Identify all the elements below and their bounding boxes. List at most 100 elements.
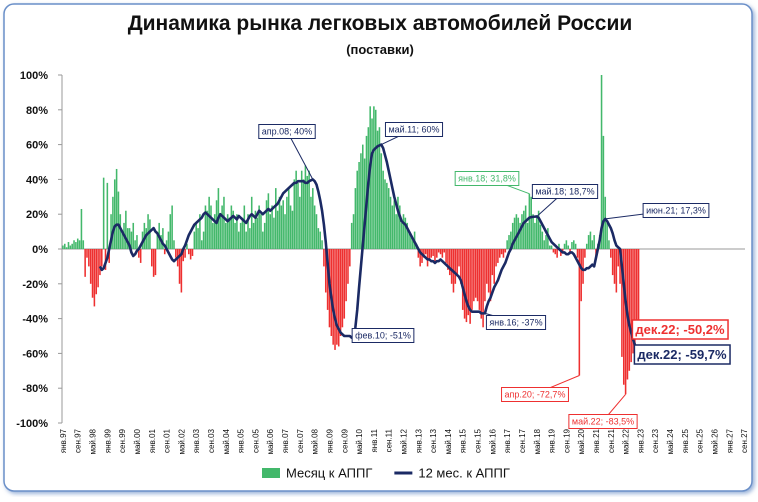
bar [125, 210, 127, 249]
bar [391, 205, 394, 249]
bar [208, 196, 210, 249]
bar [417, 249, 420, 258]
bar [78, 240, 81, 249]
bar [454, 249, 457, 284]
bar [178, 249, 181, 284]
bar [345, 249, 347, 302]
annotation: май.22; -83,5% [568, 414, 638, 429]
annotation-text: дек.22; -50,2% [635, 322, 725, 337]
bar [532, 214, 534, 249]
bar [521, 214, 523, 249]
bar [387, 188, 390, 249]
annotation-text: фев.10; -51% [355, 331, 411, 341]
bar [156, 231, 159, 249]
bar [558, 243, 560, 249]
bar [63, 243, 66, 249]
bar [300, 170, 303, 249]
bar [400, 222, 403, 249]
x-tick-label: май.98 [89, 428, 98, 454]
bar [312, 188, 314, 249]
bar [495, 249, 497, 267]
x-tick-label: май.04 [222, 428, 231, 454]
bar [86, 249, 88, 258]
bar [469, 249, 471, 324]
annotation: апр.20; -72,7% [501, 387, 569, 402]
bar [291, 210, 294, 249]
bar [321, 240, 323, 249]
x-tick-label: май.06 [266, 428, 275, 454]
bar [332, 249, 334, 345]
bar [582, 249, 584, 284]
bar [243, 205, 246, 249]
bar [563, 243, 566, 249]
bar [106, 182, 109, 249]
bar [600, 75, 603, 249]
annotation-text: янв.18; 31,8% [458, 174, 516, 184]
bar [615, 249, 618, 293]
bar [263, 222, 266, 249]
bar [278, 196, 281, 249]
bar [341, 249, 344, 328]
bar [347, 249, 349, 284]
bar [91, 249, 94, 298]
annotation-box [258, 124, 316, 139]
bar [145, 228, 147, 249]
bar [88, 249, 90, 267]
annotation: май.18; 18,7% [531, 184, 599, 199]
bar [484, 249, 486, 302]
bar [358, 162, 360, 249]
x-tick-label: май.08 [311, 428, 320, 454]
bar [371, 118, 373, 249]
x-tick-label: май.12 [400, 428, 409, 454]
bar [511, 222, 514, 249]
bar [384, 179, 386, 249]
bar [362, 144, 364, 249]
bar [249, 228, 251, 249]
bar [154, 249, 157, 276]
x-tick-label: янв.19 [548, 428, 557, 453]
annotation-text: май.22; -83,5% [572, 417, 634, 427]
annotation-box [501, 387, 569, 402]
bar [628, 249, 631, 371]
bar [117, 191, 120, 249]
y-tick-label: 60% [26, 140, 48, 152]
bar [225, 222, 227, 249]
bar [271, 205, 273, 249]
bar [191, 249, 194, 256]
annotation-text: май.18; 18,7% [535, 187, 594, 197]
bar [126, 228, 129, 249]
bar [606, 222, 608, 249]
bar [223, 196, 225, 249]
bar [547, 228, 549, 249]
bar [548, 245, 551, 249]
bar [574, 243, 577, 249]
bar [410, 235, 412, 249]
bar [93, 249, 96, 307]
bar [593, 235, 595, 249]
bar [139, 249, 142, 263]
bar [610, 249, 612, 258]
bar [299, 196, 301, 249]
bar [319, 231, 321, 249]
bar [404, 217, 407, 249]
bar [169, 214, 172, 249]
bar [350, 222, 353, 249]
bar [443, 249, 445, 253]
bar [448, 249, 451, 276]
annotation-text: янв.16; -37% [489, 318, 542, 328]
x-tick-label: сен.09 [340, 428, 349, 453]
bar [439, 249, 442, 255]
x-tick-label: сен.27 [740, 428, 749, 453]
x-tick-label: май.10 [355, 428, 364, 454]
x-tick-label: сен.17 [518, 428, 527, 453]
bar [493, 249, 495, 284]
x-tick-label: сен.07 [296, 428, 305, 453]
bar [173, 240, 175, 249]
annotation: апр.08; 40% [258, 124, 316, 139]
bar [382, 170, 384, 249]
bar [71, 243, 73, 249]
bar [302, 179, 305, 249]
bar [395, 214, 397, 249]
bar [136, 235, 138, 249]
